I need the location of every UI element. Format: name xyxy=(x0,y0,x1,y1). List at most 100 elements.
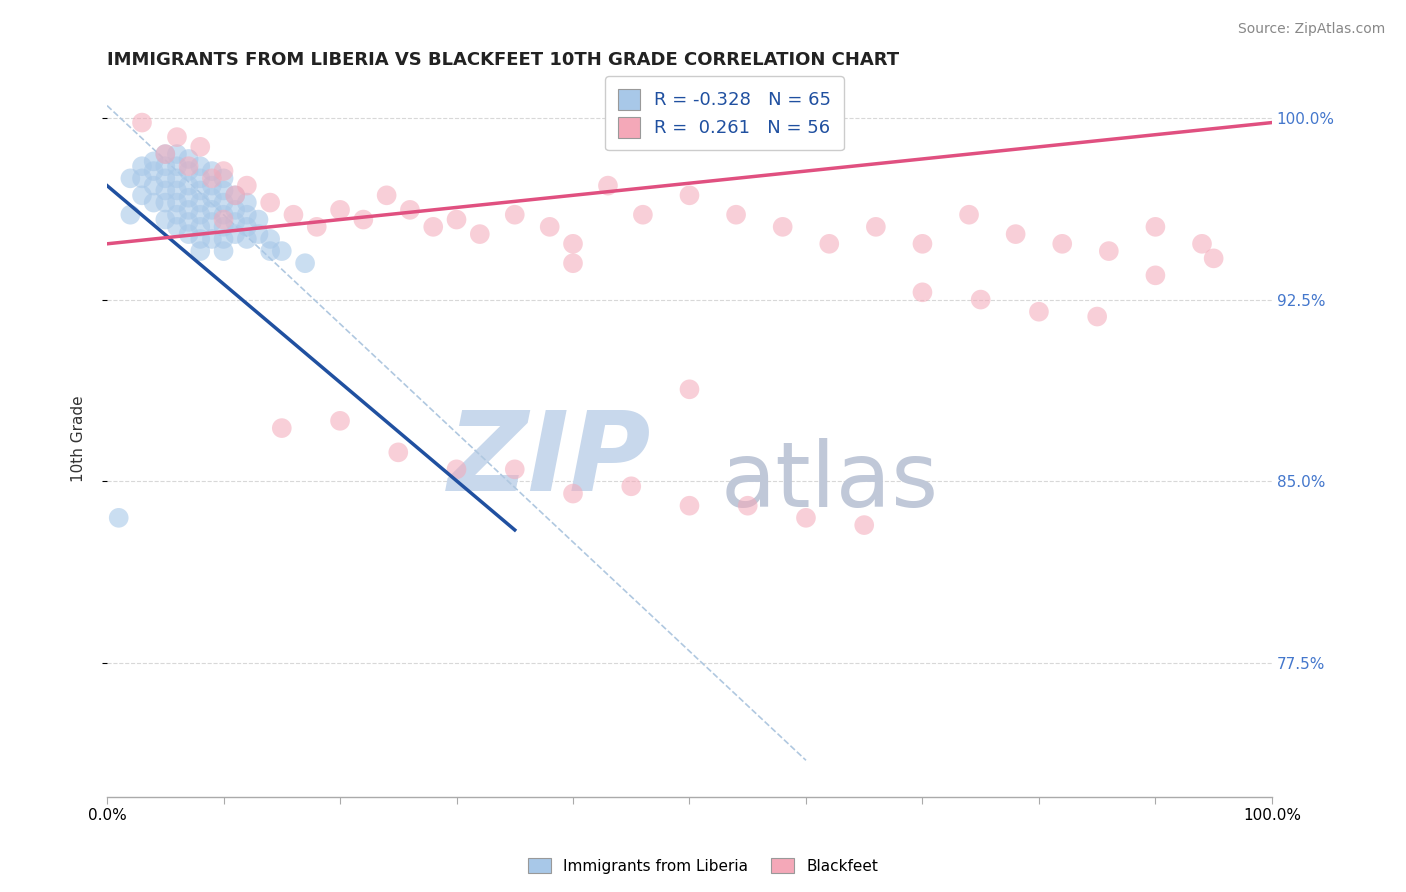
Point xyxy=(1004,227,1026,241)
Text: IMMIGRANTS FROM LIBERIA VS BLACKFEET 10TH GRADE CORRELATION CHART: IMMIGRANTS FROM LIBERIA VS BLACKFEET 10T… xyxy=(107,51,900,69)
Point xyxy=(201,171,224,186)
Point xyxy=(212,212,235,227)
Point xyxy=(853,518,876,533)
Point xyxy=(224,227,246,241)
Legend: Immigrants from Liberia, Blackfeet: Immigrants from Liberia, Blackfeet xyxy=(522,852,884,880)
Point xyxy=(212,232,235,246)
Point xyxy=(387,445,409,459)
Point xyxy=(224,188,246,202)
Point xyxy=(188,171,211,186)
Point xyxy=(142,178,165,193)
Point xyxy=(177,191,200,205)
Point xyxy=(166,208,188,222)
Point xyxy=(503,208,526,222)
Point xyxy=(201,191,224,205)
Point xyxy=(329,414,352,428)
Point xyxy=(188,244,211,258)
Point xyxy=(155,147,177,161)
Point xyxy=(970,293,993,307)
Point xyxy=(166,195,188,210)
Point xyxy=(224,215,246,229)
Point xyxy=(166,130,188,145)
Point xyxy=(1050,236,1073,251)
Point xyxy=(120,171,142,186)
Point xyxy=(201,202,224,217)
Point xyxy=(1202,252,1225,266)
Point xyxy=(737,499,759,513)
Point xyxy=(911,236,934,251)
Point xyxy=(212,208,235,222)
Point xyxy=(155,147,177,161)
Point xyxy=(188,232,211,246)
Point xyxy=(177,152,200,166)
Point xyxy=(177,164,200,178)
Point xyxy=(1144,219,1167,234)
Point xyxy=(865,219,887,234)
Point xyxy=(270,244,292,258)
Point xyxy=(1098,244,1121,258)
Point xyxy=(538,219,561,234)
Point xyxy=(294,256,316,270)
Legend: R = -0.328   N = 65, R =  0.261   N = 56: R = -0.328 N = 65, R = 0.261 N = 56 xyxy=(606,76,844,150)
Point xyxy=(236,195,259,210)
Point xyxy=(212,195,235,210)
Point xyxy=(399,202,422,217)
Point xyxy=(155,212,177,227)
Point xyxy=(794,511,817,525)
Point xyxy=(166,184,188,198)
Point xyxy=(177,215,200,229)
Point xyxy=(725,208,748,222)
Text: ZIP: ZIP xyxy=(449,407,651,514)
Point xyxy=(468,227,491,241)
Point xyxy=(911,285,934,300)
Point xyxy=(422,219,444,234)
Point xyxy=(503,462,526,476)
Point xyxy=(131,159,153,173)
Point xyxy=(177,178,200,193)
Point xyxy=(259,232,281,246)
Point xyxy=(166,159,188,173)
Point xyxy=(270,421,292,435)
Point xyxy=(142,164,165,178)
Point xyxy=(155,184,177,198)
Point xyxy=(177,227,200,241)
Point xyxy=(155,171,177,186)
Point xyxy=(1028,304,1050,318)
Point xyxy=(620,479,643,493)
Point xyxy=(236,232,259,246)
Point xyxy=(188,140,211,154)
Point xyxy=(236,178,259,193)
Point xyxy=(1144,268,1167,283)
Point xyxy=(131,115,153,129)
Point xyxy=(107,511,129,525)
Point xyxy=(142,154,165,169)
Point xyxy=(177,202,200,217)
Point xyxy=(212,219,235,234)
Point xyxy=(446,462,468,476)
Point xyxy=(259,244,281,258)
Point xyxy=(131,171,153,186)
Point xyxy=(166,147,188,161)
Point xyxy=(259,195,281,210)
Point xyxy=(236,219,259,234)
Point xyxy=(1191,236,1213,251)
Point xyxy=(201,164,224,178)
Point xyxy=(446,212,468,227)
Point xyxy=(236,208,259,222)
Point xyxy=(562,236,585,251)
Point xyxy=(188,208,211,222)
Point xyxy=(631,208,654,222)
Point xyxy=(1085,310,1108,324)
Point xyxy=(224,202,246,217)
Point xyxy=(155,195,177,210)
Y-axis label: 10th Grade: 10th Grade xyxy=(72,396,86,483)
Point xyxy=(772,219,794,234)
Point xyxy=(678,382,700,396)
Point xyxy=(329,202,352,217)
Point xyxy=(212,184,235,198)
Point xyxy=(177,159,200,173)
Point xyxy=(283,208,305,222)
Point xyxy=(155,159,177,173)
Point xyxy=(131,188,153,202)
Text: Source: ZipAtlas.com: Source: ZipAtlas.com xyxy=(1237,22,1385,37)
